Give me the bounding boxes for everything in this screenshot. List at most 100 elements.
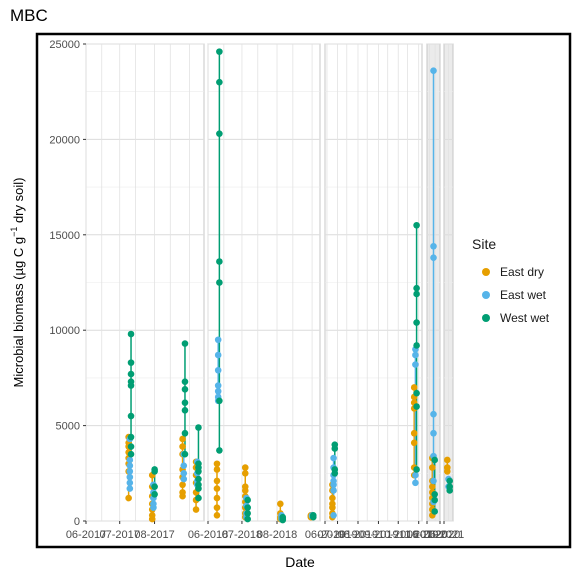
y-axis-title-exponent: −1 [9,227,19,237]
data-point [410,384,418,391]
data-point [179,443,186,450]
data-point [214,336,222,344]
data-point [127,370,135,378]
plot-frame [35,32,572,549]
data-point [126,473,134,481]
data-point [150,504,157,511]
data-point [244,504,251,511]
legend-label: East dry [500,264,545,279]
x-tick-label: 08-2019 [338,529,378,541]
data-point [412,351,419,359]
data-point [244,496,251,504]
legend-swatch [482,267,490,276]
legend-title: Site [472,236,497,252]
data-point [410,429,418,437]
data-point [412,361,419,368]
data-point [329,494,336,502]
data-point [330,481,337,489]
data-point [430,67,437,75]
data-point [216,48,223,55]
data-point [179,435,186,443]
data-point [181,429,189,437]
legend-label: West wet [500,310,550,325]
data-point [244,515,251,523]
data-point [127,330,135,338]
data-point [214,382,222,389]
data-point [277,500,284,508]
y-tick-label: 25000 [49,39,80,51]
data-point [213,460,221,468]
data-point [151,483,158,490]
y-tick-label: 15000 [49,230,80,242]
data-point [195,468,202,475]
y-tick-label: 0 [74,516,80,528]
y-axis-title-text: Microbial biomass (µg C g [11,237,26,388]
x-tick-label: 06-2021 [424,529,464,541]
data-point [413,284,420,292]
data-point [413,389,420,397]
data-point [216,447,223,454]
data-point [214,351,222,359]
data-point [181,450,189,458]
data-point [126,479,134,487]
data-point [127,412,135,420]
legend-label: East wet [500,287,547,302]
data-point [279,516,287,524]
data-point [213,477,221,485]
x-tick-label: 06-2017 [66,529,106,541]
data-point [446,477,454,485]
y-tick-label: 10000 [49,325,80,337]
data-point [213,494,221,502]
data-point [429,464,436,471]
data-point [430,254,437,261]
data-point [331,470,339,477]
data-point [431,490,439,498]
data-point [430,410,437,418]
data-point [180,470,188,477]
data-point [180,462,188,469]
y-tick-label: 20000 [49,134,80,146]
data-point [179,492,186,500]
x-axis-title: Date [285,554,315,570]
legend-swatch [482,313,490,322]
data-point [216,130,223,137]
data-point [241,470,249,477]
data-point [430,242,437,250]
legend-swatch [482,290,490,299]
x-tick-label: 07-2018 [222,529,262,541]
data-point [213,466,221,473]
data-point [148,515,156,523]
data-point [413,466,420,473]
data-point [216,258,223,265]
data-point [410,439,418,447]
data-point [330,511,337,519]
data-point [216,279,223,286]
data-point [126,456,134,464]
data-point [430,477,437,485]
x-tick-label: 06-2020 [407,529,447,541]
legend-item: East dry [472,260,549,283]
data-point [125,494,132,502]
data-point [126,485,134,492]
x-tick-label: 06-2018 [188,529,228,541]
data-point [127,433,135,441]
chart-title: MBC [10,6,48,25]
x-tick-label: 06-2019 [305,529,345,541]
data-point [216,78,223,86]
data-point [214,387,222,395]
data-point [444,468,451,475]
x-tick-label: 07-2019 [317,529,357,541]
legend-items: East dry East wet West wet [472,260,549,329]
data-point [412,471,419,479]
data-point [413,319,420,326]
data-point [309,513,317,521]
data-point [151,490,158,498]
data-point [180,475,188,483]
data-point [213,511,221,519]
x-tick-label: 08-2017 [134,529,174,541]
data-point [213,504,221,511]
data-point [127,450,135,458]
data-point [413,403,420,410]
x-tick-label: 11-2019 [399,529,439,541]
